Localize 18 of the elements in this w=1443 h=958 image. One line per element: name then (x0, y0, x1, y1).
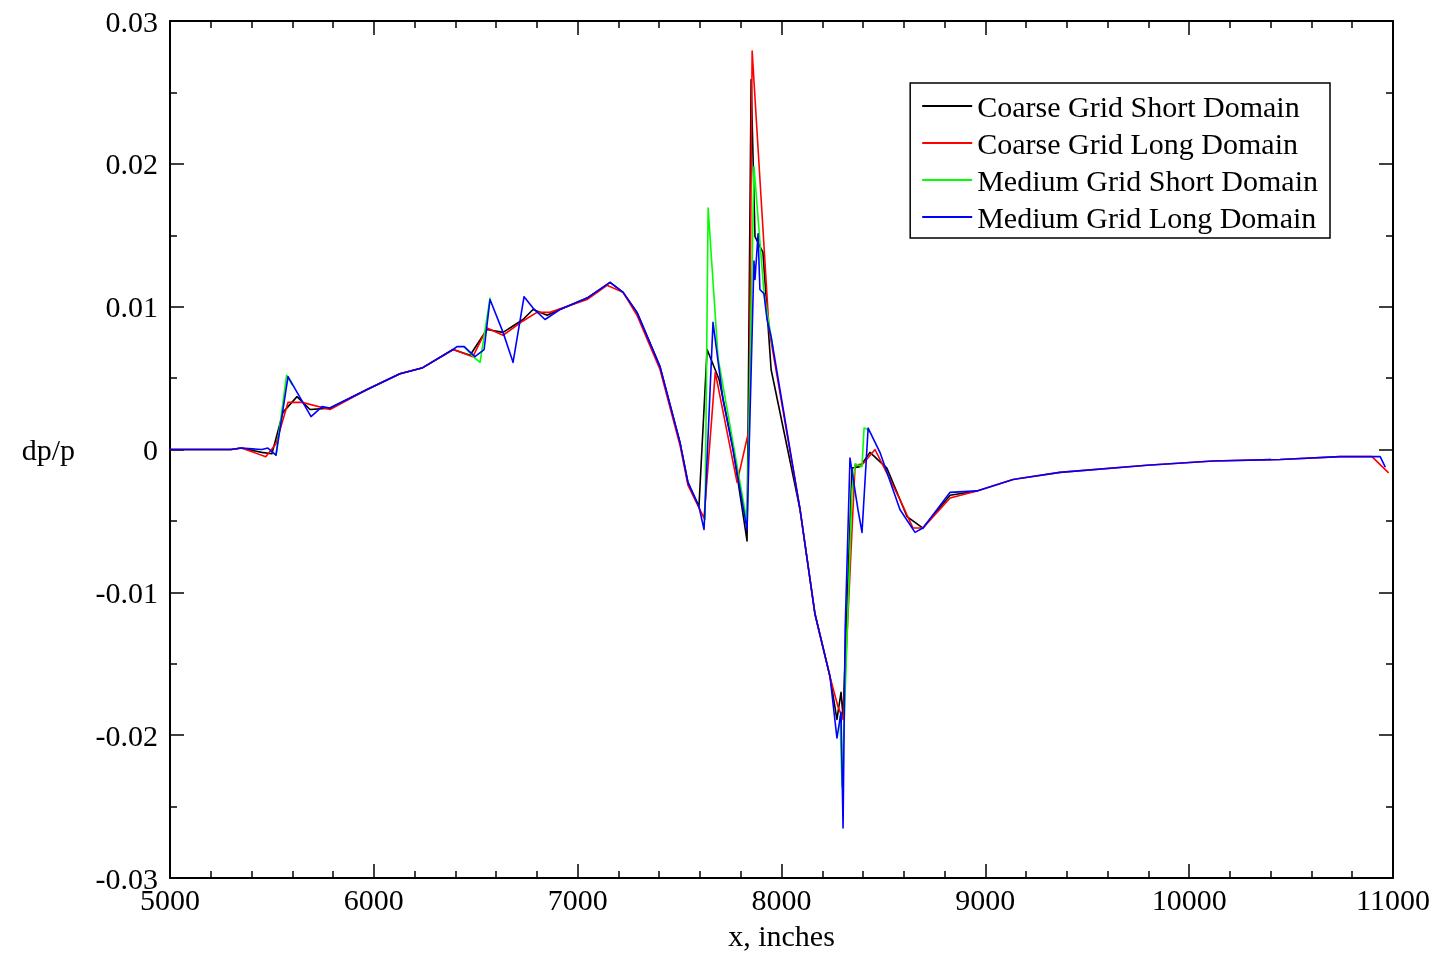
y-tick-label: -0.02 (95, 718, 158, 752)
x-tick-label: 9000 (955, 882, 1016, 916)
legend-label: Coarse Grid Long Domain (977, 126, 1298, 160)
y-tick-label: 0.02 (105, 147, 158, 181)
x-tick-label: 11000 (1356, 882, 1430, 916)
legend-label: Medium Grid Short Domain (977, 163, 1318, 197)
y-tick-label: 0 (143, 433, 158, 466)
x-tick-label: 10000 (1151, 882, 1227, 916)
y-tick-label: 0.01 (105, 290, 158, 324)
x-tick-label: 7000 (547, 882, 608, 916)
y-axis-title: dp/p (21, 433, 75, 466)
x-tick-label: 6000 (343, 882, 404, 916)
x-tick-label: 8000 (751, 882, 812, 916)
y-tick-label: -0.01 (95, 575, 158, 609)
y-tick-label: 0.03 (105, 4, 158, 38)
x-axis-title: x, inches (728, 918, 835, 952)
legend-label: Coarse Grid Short Domain (977, 89, 1300, 123)
legend-label: Medium Grid Long Domain (977, 200, 1317, 234)
